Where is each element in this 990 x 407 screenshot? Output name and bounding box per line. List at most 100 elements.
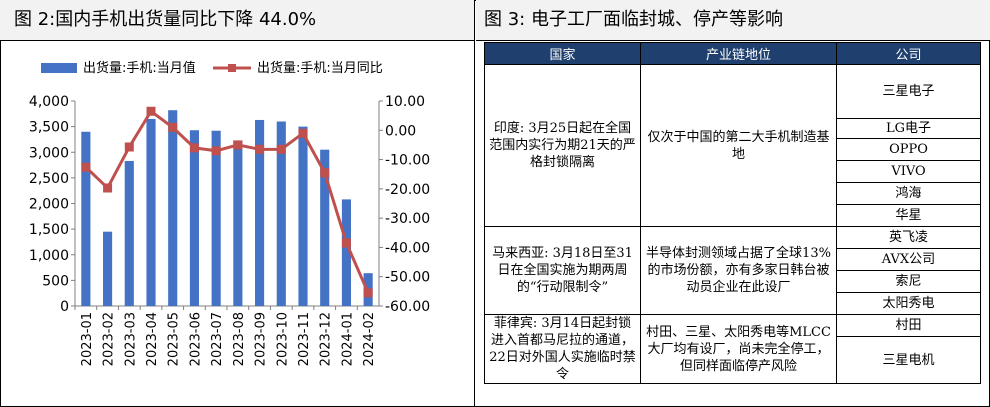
y-right-tick-label: -40.00 (385, 240, 430, 256)
figure2-title-rule (0, 40, 474, 41)
frame-left (0, 0, 1, 407)
bar (233, 140, 243, 306)
bar (298, 126, 308, 306)
bar (341, 199, 351, 306)
company-cell: AVX公司 (836, 248, 981, 271)
x-tick-label: 2023-07 (210, 312, 225, 366)
position-cell: 仅次于中国的第二大手机制造基地 (640, 64, 837, 227)
line-point (146, 106, 156, 116)
legend-label-line: 出货量:手机:当月同比 (257, 60, 383, 76)
x-tick-label: 2023-09 (254, 312, 269, 366)
bar (189, 130, 199, 306)
company-cell: 英飞凌 (836, 226, 981, 249)
line-point (124, 142, 134, 152)
table-row: LG电子 (485, 118, 981, 139)
y-right-tick-label: -50.00 (385, 270, 430, 286)
impact-table-wrapper: 国家 产业链地位 公司 印度: 3月25日起在全国范围内实行为期21天的严格封锁… (484, 42, 981, 384)
y-left-tick-label: 3,500 (29, 120, 69, 136)
line-point (320, 168, 330, 178)
x-tick-label: 2023-11 (297, 312, 312, 366)
line-series (81, 106, 373, 298)
x-tick-label: 2023-01 (80, 312, 95, 366)
header-position: 产业链地位 (640, 42, 837, 65)
x-tick-label: 2024-02 (362, 312, 377, 366)
line-point (298, 128, 308, 138)
company-cell: 三星电子 (836, 64, 981, 119)
y-left-tick-label: 0 (60, 299, 69, 315)
shipment-chart: 出货量:手机:当月值 出货量:手机:当月同比 0 500 1,000 1,500 2,0… (29, 60, 430, 366)
company-cell: LG电子 (836, 118, 981, 139)
table-row: 菲律宾: 3月14日起封锁进入首都马尼拉的通道，22日对外国人实施临时禁令 村田… (484, 313, 981, 384)
y-left-tick-label: 2,000 (29, 197, 69, 213)
position-cell: 村田、三星、太阳秀电等MLCC大厂均有设厂，尚未完全停工，但同样面临停产风险 (640, 314, 837, 384)
country-cell: 印度: 3月25日起在全国范围内实行为期21天的严格封锁隔离 (484, 64, 641, 227)
y-left-tick-label: 1,500 (29, 222, 69, 238)
table-row: 三星电机 (485, 336, 981, 384)
table-row: OPPO (485, 138, 981, 161)
y-right-tick-label: -20.00 (385, 182, 430, 198)
bar (124, 160, 134, 306)
y-left-tick-label: 4,000 (29, 94, 69, 110)
figure2-title: 图 2:国内手机出货量同比下降 44.0% (0, 0, 474, 40)
line-point (189, 143, 199, 153)
line-point (255, 144, 265, 154)
y-right-tick-label: -60.00 (385, 299, 430, 315)
axes: 0 500 1,000 1,500 2,000 2,500 3,000 3,500 4,000 -… (29, 94, 430, 366)
line-point (103, 183, 113, 193)
table-row: 太阳秀电 (485, 292, 981, 315)
company-cell: 村田 (836, 313, 981, 338)
line-point (81, 162, 91, 172)
bar (146, 118, 156, 306)
x-tick-label: 2024-01 (340, 312, 355, 366)
y-right-tick-label: 10.00 (385, 94, 425, 110)
line-point (168, 122, 178, 132)
figure3-title: 图 3: 电子工厂面临封城、停产等影响 (476, 0, 990, 40)
legend-swatch-bar (41, 63, 77, 73)
bar (103, 231, 113, 306)
x-tick-label: 2023-10 (275, 312, 290, 366)
header-country: 国家 (484, 42, 641, 65)
x-tick-label: 2023-08 (232, 312, 247, 366)
company-cell: 三星电机 (836, 336, 981, 384)
y-right-tick-label: -10.00 (385, 153, 430, 169)
company-cell: 太阳秀电 (836, 292, 981, 315)
company-cell: VIVO (836, 160, 981, 183)
bar (320, 149, 330, 306)
table-row: 印度: 3月25日起在全国范围内实行为期21天的严格封锁隔离 仅次于中国的第二大… (484, 64, 981, 227)
bar (276, 121, 286, 306)
y-left-tick-label: 2,500 (29, 171, 69, 187)
legend-swatch-marker (228, 64, 236, 72)
impact-table: 国家 产业链地位 公司 印度: 3月25日起在全国范围内实行为期21天的严格封锁… (484, 42, 981, 384)
legend-label-bar: 出货量:手机:当月值 (83, 60, 196, 76)
bar-series (81, 110, 373, 307)
y-left-tick-label: 500 (42, 273, 69, 289)
y-left-tick-label: 3,000 (29, 145, 69, 161)
x-tick-label: 2023-06 (188, 312, 203, 366)
line-point (341, 238, 351, 248)
header-company: 公司 (836, 42, 981, 65)
y-right-tick-label: -30.00 (385, 211, 430, 227)
bar (168, 110, 178, 306)
bar (255, 119, 265, 307)
table-row: 马来西亚: 3月18日至31日在全国实施为期两周的“行动限制令” 半导体封测领域… (484, 226, 981, 315)
figure3-title-rule (476, 40, 990, 41)
country-cell: 马来西亚: 3月18日至31日在全国实施为期两周的“行动限制令” (484, 226, 641, 315)
x-tick-label: 2023-04 (145, 312, 160, 366)
company-cell: 华星 (836, 204, 981, 227)
line-point (233, 140, 243, 150)
bar (81, 131, 91, 306)
company-cell: OPPO (836, 138, 981, 161)
y-left-tick-label: 1,000 (29, 248, 69, 264)
legend: 出货量:手机:当月值 出货量:手机:当月同比 (41, 60, 383, 76)
company-cell: 鸿海 (836, 182, 981, 205)
panel-divider (474, 0, 475, 407)
table-row: 鸿海 (485, 182, 981, 205)
line-path (84, 109, 370, 294)
x-tick-label: 2023-03 (123, 312, 138, 366)
position-cell: 半导体封测领域占据了全球13%的市场份额，亦有多家日韩台被动员企业在此设厂 (640, 226, 837, 315)
bar (211, 130, 221, 306)
line-point (363, 288, 373, 298)
x-tick-label: 2023-02 (102, 312, 117, 366)
line-point (211, 146, 221, 156)
y-right-tick-label: 0.00 (385, 123, 416, 139)
